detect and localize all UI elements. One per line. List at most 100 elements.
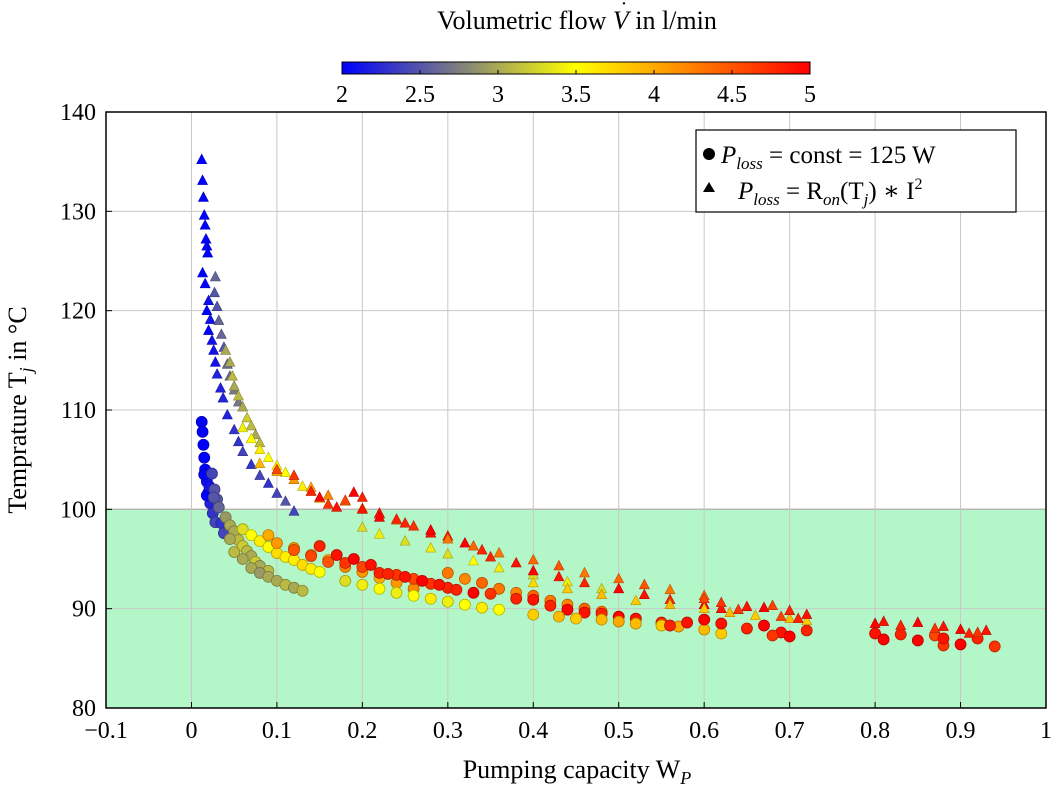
circle-data-point <box>459 598 471 611</box>
circle-data-point <box>484 587 497 600</box>
triangle-data-point <box>213 314 225 325</box>
triangle-data-point <box>254 443 266 455</box>
circle-data-point <box>207 491 220 504</box>
circle-data-point <box>553 610 565 623</box>
triangle-data-point <box>425 524 437 535</box>
circle-data-point <box>741 622 753 635</box>
triangle-data-point <box>485 550 497 562</box>
x-axis-label: Pumping capacity WP <box>463 755 692 786</box>
colorbar-tick-label: 2 <box>336 82 348 108</box>
triangle-data-point <box>613 582 625 594</box>
triangle-data-point <box>271 487 283 498</box>
triangle-data-point <box>801 608 813 619</box>
triangle-data-point <box>203 294 215 306</box>
x-tick-label: 0.6 <box>689 718 719 744</box>
triangle-data-point <box>215 328 227 339</box>
circle-data-point <box>629 617 642 630</box>
triangle-data-point <box>425 541 437 553</box>
triangle-data-point <box>784 604 796 615</box>
colorbar-tick-label: 2.5 <box>405 82 435 108</box>
triangle-data-point <box>373 511 385 522</box>
y-tick-label: 120 <box>60 299 96 325</box>
y-tick-label: 110 <box>61 398 96 424</box>
triangle-data-point <box>955 623 967 634</box>
triangle-data-point <box>356 491 368 502</box>
triangle-data-point <box>199 277 211 289</box>
y-tick-label: 90 <box>72 597 96 623</box>
triangle-data-point <box>579 576 591 588</box>
colorbar-tick-label: 3.5 <box>561 82 591 108</box>
circle-data-point <box>510 592 523 605</box>
circle-data-point <box>198 451 211 464</box>
triangle-data-point <box>459 536 471 548</box>
circle-data-point <box>322 556 335 568</box>
triangle-data-point <box>869 617 881 628</box>
triangle-data-point <box>698 602 710 613</box>
triangle-data-point <box>197 266 209 278</box>
triangle-data-point <box>209 356 221 367</box>
triangle-data-point <box>596 588 608 600</box>
triangle-data-point <box>467 539 479 551</box>
circle-data-point <box>527 593 540 606</box>
triangle-data-point <box>297 480 309 491</box>
circle-data-point <box>911 634 924 647</box>
circle-data-point <box>937 632 950 645</box>
triangle-data-point <box>963 627 975 638</box>
circle-data-point <box>493 603 505 616</box>
triangle-data-point <box>224 356 236 367</box>
circle-data-point <box>954 638 967 651</box>
circle-data-point <box>224 533 236 546</box>
circle-data-point <box>407 589 420 602</box>
triangle-data-point <box>553 570 565 582</box>
triangle-data-point <box>196 153 208 164</box>
circle-data-point <box>869 627 881 640</box>
circle-data-point <box>196 425 209 438</box>
legend-entry-circle: Ploss = const = 125 W <box>720 142 936 173</box>
triangle-data-point <box>262 477 274 488</box>
triangle-data-point <box>638 588 650 600</box>
circle-data-point <box>330 549 343 561</box>
triangle-data-point <box>373 528 385 539</box>
triangle-data-point <box>288 505 300 516</box>
colorbar-tick-label: 5 <box>804 82 816 108</box>
triangle-data-point <box>197 191 209 202</box>
circle-data-point <box>715 617 728 630</box>
legend: Ploss = const = 125 W Ploss = Ron(Tj) ∗ … <box>695 129 1017 213</box>
circle-data-point <box>664 619 676 632</box>
triangle-data-point <box>527 553 539 565</box>
circle-data-point <box>544 599 557 612</box>
triangle-data-point <box>215 382 227 393</box>
triangle-data-point <box>237 421 249 433</box>
triangle-data-point <box>198 209 210 220</box>
triangle-data-point <box>442 532 454 544</box>
circle-data-point <box>476 601 488 614</box>
triangle-data-point <box>878 615 890 626</box>
circle-data-point <box>433 578 446 591</box>
triangle-data-point <box>197 174 209 185</box>
triangle-data-point <box>467 554 479 566</box>
triangle-data-point <box>972 626 984 637</box>
triangle-data-point <box>476 543 488 555</box>
circle-data-point <box>894 628 907 641</box>
circle-data-point <box>390 586 403 599</box>
triangle-data-point <box>228 380 240 391</box>
y-tick-label: 130 <box>60 199 96 225</box>
circle-data-point <box>476 576 488 589</box>
circle-data-point <box>698 613 711 626</box>
circle-data-point <box>271 537 283 550</box>
circle-data-point <box>612 615 625 628</box>
triangle-data-point <box>493 546 505 558</box>
triangle-data-point <box>305 485 317 496</box>
triangle-data-point <box>331 501 343 512</box>
data-marks <box>195 153 1001 653</box>
circle-data-point <box>766 629 779 642</box>
triangle-data-point <box>348 486 360 497</box>
triangle-data-point <box>391 513 403 524</box>
triangle-data-point <box>279 466 291 477</box>
circle-data-point <box>245 529 258 542</box>
circle-data-point <box>313 566 326 578</box>
triangle-data-point <box>211 368 223 379</box>
circle-data-point <box>441 567 454 579</box>
x-tick-label: 0.1 <box>262 718 292 744</box>
